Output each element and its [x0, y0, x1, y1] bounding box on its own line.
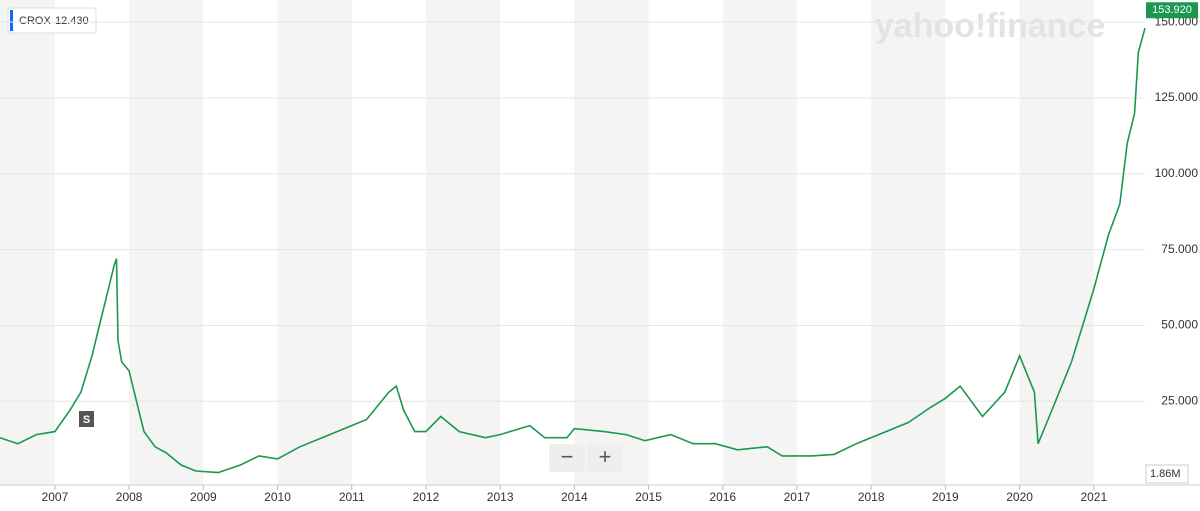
x-tick-label: 2008 — [116, 490, 143, 504]
year-band — [277, 0, 352, 485]
year-band — [425, 0, 501, 485]
year-band — [574, 0, 649, 485]
split-label: S — [83, 414, 90, 426]
year-bands — [0, 0, 1094, 485]
x-tick-label: 2017 — [784, 490, 811, 504]
y-tick-label: 125.000 — [1155, 90, 1199, 104]
x-tick-label: 2019 — [932, 490, 959, 504]
legend-value: 12.430 — [55, 15, 89, 27]
x-tick-label: 2010 — [264, 490, 291, 504]
x-tick-label: 2009 — [190, 490, 217, 504]
watermark: yahoo!finance — [875, 7, 1105, 45]
year-band — [0, 0, 55, 485]
volume-tag — [1145, 464, 1189, 484]
x-tick-label: 2018 — [858, 490, 885, 504]
year-band — [129, 0, 204, 485]
x-tick-label: 2013 — [487, 490, 514, 504]
volume-label: 1.86M — [1150, 468, 1181, 480]
x-tick-label: 2011 — [339, 490, 365, 504]
y-tick-label: 50.000 — [1161, 318, 1198, 332]
legend-name: CROX — [19, 15, 51, 27]
zoom-out-label: − — [561, 444, 574, 469]
split-marker[interactable] — [79, 411, 94, 427]
x-tick-label: 2015 — [635, 490, 662, 504]
x-tick-label: 2012 — [413, 490, 440, 504]
x-tick-label: 2020 — [1006, 490, 1033, 504]
zoom-in-label: + — [599, 444, 612, 469]
last-price-tag — [1146, 2, 1198, 19]
year-band — [871, 0, 946, 485]
x-tick-label: 2007 — [42, 490, 69, 504]
y-tick-label: 75.000 — [1161, 242, 1198, 256]
last-price-label: 153.920 — [1152, 4, 1192, 16]
x-tick-label: 2021 — [1080, 490, 1107, 504]
year-band — [1019, 0, 1094, 485]
legend-box — [7, 7, 97, 34]
legend-swatch — [10, 10, 13, 31]
x-tick-label: 2016 — [709, 490, 736, 504]
price-line — [0, 27, 1146, 474]
zoom-in-button[interactable] — [587, 444, 623, 472]
year-band — [722, 0, 797, 485]
y-tick-label: 25.000 — [1161, 393, 1198, 407]
x-tick-label: 2014 — [561, 490, 588, 504]
zoom-out-button[interactable] — [549, 444, 585, 472]
y-tick-label: 100.000 — [1155, 166, 1199, 180]
